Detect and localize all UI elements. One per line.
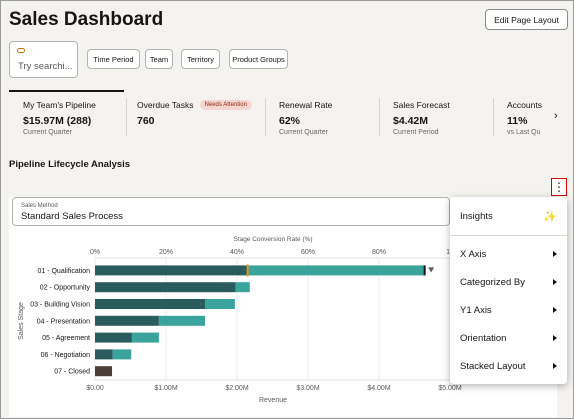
divider [126, 98, 127, 136]
menu-divider [450, 235, 567, 236]
y-axis-label: Sales Stage [18, 302, 25, 340]
x-tick-label: $1.00M [154, 385, 178, 392]
metric-title: Renewal Rate [279, 100, 333, 110]
metric-title: Overdue Tasks [137, 100, 194, 110]
chart-options-menu: Insights ✨ X Axis Categorized By Y1 Axis… [450, 197, 567, 384]
more-options-icon[interactable]: ⋮ [551, 178, 567, 196]
top-tick-label: 0% [90, 249, 100, 256]
category-label: 07 - Closed [54, 369, 90, 376]
metric-subtitle: Current Period [393, 129, 439, 136]
menu-item-label: Stacked Layout [460, 360, 526, 372]
top-axis-label: Stage Conversion Rate (%) [233, 236, 312, 243]
submenu-arrow-icon [553, 279, 557, 285]
bar-segment [205, 299, 235, 309]
chevron-right-icon[interactable]: › [554, 110, 558, 122]
menu-item-orientation[interactable]: Orientation [450, 324, 567, 352]
metric-renewal-rate[interactable]: Renewal Rate 62% Current Quarter [279, 100, 332, 136]
metric-value: $4.42M [393, 115, 429, 127]
bar-segment [131, 332, 159, 343]
bar-segment [95, 265, 248, 276]
conversion-end-marker [423, 265, 426, 276]
x-tick-label: $3.00M [296, 385, 320, 392]
select-value: Standard Sales Process [21, 211, 123, 222]
x-axis-label: Revenue [259, 397, 287, 404]
metric-subtitle: Current Quarter [23, 129, 73, 136]
metric-title-row: Overdue Tasks Needs Attention [137, 100, 252, 110]
menu-item-label: X Axis [460, 248, 487, 260]
conversion-marker [246, 264, 249, 277]
divider [265, 98, 266, 136]
search-input[interactable]: Try searchi... [9, 41, 78, 78]
bar-segment [95, 349, 113, 360]
submenu-arrow-icon [553, 251, 557, 257]
top-tick-label: 80% [372, 249, 386, 256]
divider [379, 98, 380, 136]
bar-segment [247, 265, 426, 276]
dropdown-triangle-icon [428, 267, 435, 273]
category-label: 03 - Building Vision [30, 302, 90, 309]
top-tick-label: 60% [301, 249, 315, 256]
metric-subtitle: vs Last Qu [507, 129, 541, 136]
menu-item-categorized-by[interactable]: Categorized By [450, 268, 567, 296]
bar-segment [95, 332, 132, 343]
bar-segment [235, 282, 250, 293]
top-tick-label: 40% [230, 249, 244, 256]
x-tick-label: $4.00M [367, 385, 391, 392]
metric-value: 760 [137, 115, 155, 127]
divider [493, 98, 494, 136]
submenu-arrow-icon [553, 363, 557, 369]
submenu-arrow-icon [553, 335, 557, 341]
search-placeholder: Try searchi... [18, 61, 73, 72]
metric-sales-forecast[interactable]: Sales Forecast $4.42M Current Period [393, 100, 450, 136]
bar-segment [158, 315, 206, 326]
edit-page-layout-button[interactable]: Edit Page Layout [485, 9, 568, 30]
metric-overdue-tasks[interactable]: Overdue Tasks Needs Attention 760 [137, 100, 252, 127]
x-tick-label: $5.00M [438, 385, 462, 392]
metric-subtitle: Current Quarter [279, 129, 329, 136]
metric-title: Accounts [507, 100, 542, 110]
metric-title: My Team's Pipeline [23, 100, 96, 110]
category-label: 02 - Opportunity [40, 285, 91, 292]
status-badge: Needs Attention [199, 100, 252, 110]
menu-item-label: Orientation [460, 332, 507, 344]
search-icon [17, 48, 25, 53]
sales-method-select[interactable]: Sales Method Standard Sales Process [12, 197, 450, 226]
menu-item-y1-axis[interactable]: Y1 Axis [450, 296, 567, 324]
metric-accounts[interactable]: Accounts 11% vs Last Qu [507, 100, 542, 136]
metric-team-pipeline[interactable]: My Team's Pipeline $15.97M (288) Current… [23, 100, 96, 136]
filter-team[interactable]: Team [145, 49, 173, 69]
category-label: 05 - Agreement [42, 335, 90, 342]
bar-segment [95, 315, 159, 326]
select-label: Sales Method [21, 203, 58, 209]
menu-item-insights[interactable]: Insights ✨ [450, 202, 567, 230]
category-label: 01 - Qualification [37, 268, 90, 275]
menu-item-x-axis[interactable]: X Axis [450, 240, 567, 268]
bar-segment [95, 299, 206, 309]
filter-product-groups[interactable]: Product Groups [229, 49, 288, 69]
menu-item-label: Insights [460, 210, 493, 222]
metric-value: 62% [279, 115, 301, 127]
submenu-arrow-icon [553, 307, 557, 313]
category-label: 04 - Presentation [37, 318, 90, 325]
metric-title: Sales Forecast [393, 100, 450, 110]
x-tick-label: $0.00 [86, 385, 104, 392]
top-tick-label: 20% [159, 249, 173, 256]
bar-segment [95, 282, 236, 293]
filter-territory[interactable]: Territory [181, 49, 220, 69]
x-tick-label: $2.00M [225, 385, 249, 392]
page-title: Sales Dashboard [9, 9, 164, 30]
metric-value: $15.97M (288) [23, 115, 92, 127]
selected-metric-indicator [9, 90, 124, 92]
bar-segment [112, 349, 132, 360]
magic-wand-icon: ✨ [543, 210, 557, 223]
menu-item-stacked-layout[interactable]: Stacked Layout [450, 352, 567, 380]
bar-segment [95, 366, 113, 377]
filter-time-period[interactable]: Time Period [87, 49, 140, 69]
category-label: 06 - Negotiation [41, 352, 91, 359]
section-title: Pipeline Lifecycle Analysis [9, 159, 131, 170]
metric-value: 11% [507, 115, 528, 127]
menu-item-label: Y1 Axis [460, 304, 492, 316]
menu-item-label: Categorized By [460, 276, 525, 288]
